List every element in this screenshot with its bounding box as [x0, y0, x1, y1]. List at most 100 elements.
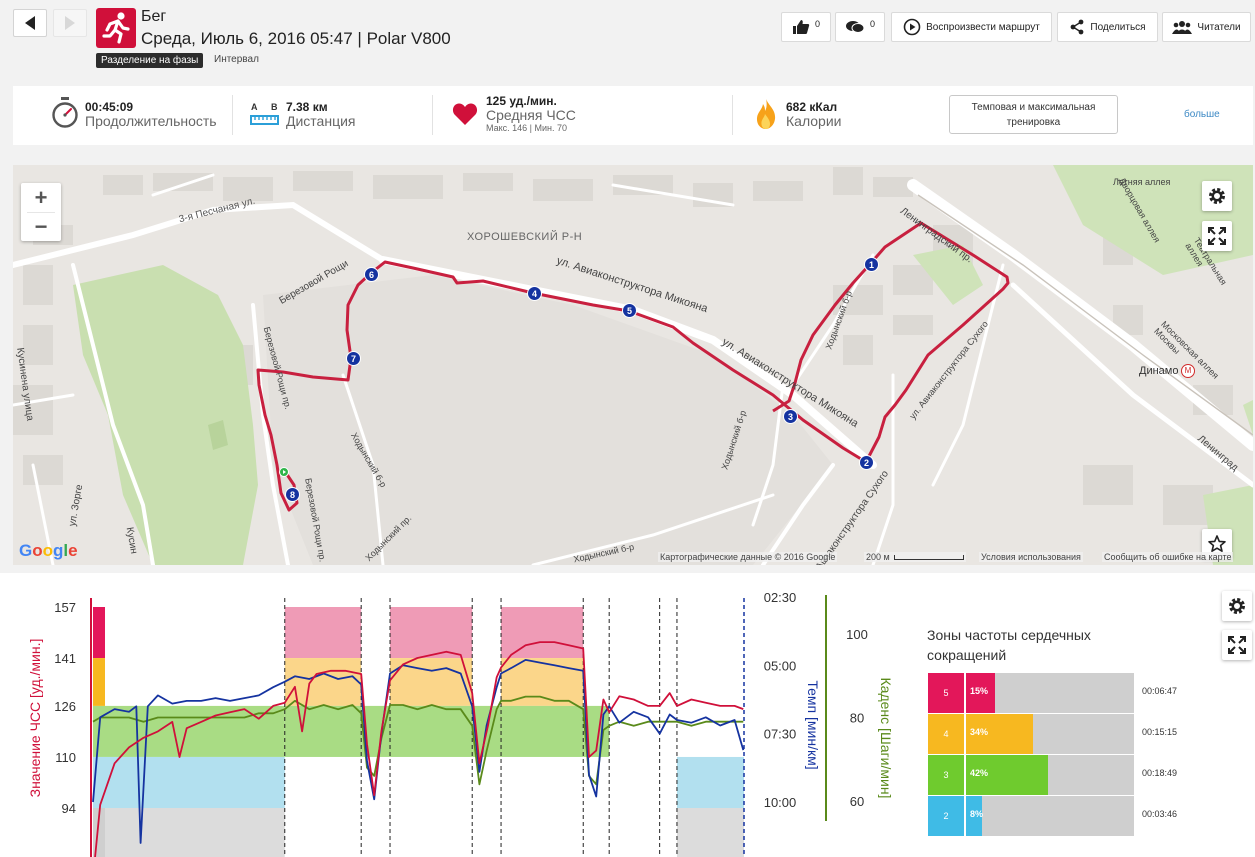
duration-value: 00:45:09 — [85, 100, 134, 114]
cadence-tick-label: 60 — [850, 794, 864, 809]
pace-tick-label: 05:00 — [764, 658, 797, 673]
lap-marker-7[interactable]: 7 — [346, 351, 361, 366]
cadence-tick-label: 80 — [850, 711, 864, 726]
lap-marker-8[interactable]: 8 — [285, 487, 300, 502]
pace-tick-label: 10:00 — [764, 795, 797, 810]
distance-start-marker: A — [251, 102, 258, 112]
hr-tick-label: 141 — [54, 651, 76, 666]
chart-fullscreen-button[interactable] — [1222, 630, 1252, 660]
comments-icon — [845, 21, 865, 33]
session-chart[interactable]: 157 141 126 110 94 02:30 05:00 07:30 10:00 100 80 6… — [0, 573, 920, 857]
map-fullscreen-button[interactable] — [1202, 221, 1232, 251]
district-label: ХОРОШЕВСКИЙ Р-Н — [467, 231, 583, 243]
play-icon — [903, 18, 921, 36]
comments-button[interactable]: 0 — [835, 12, 885, 42]
map-canvas — [13, 165, 1253, 565]
interval-2-zone-5 — [390, 607, 473, 659]
arrow-left-icon — [25, 16, 35, 30]
replay-label: Воспроизвести маршрут — [926, 21, 1040, 33]
route-map[interactable]: 3-я Песчаная ул. ХОРОШЕВСКИЙ Р-Н ул. Ави… — [13, 165, 1253, 565]
lap-marker-5[interactable]: 5 — [622, 303, 637, 318]
interval-3-zone-4 — [501, 658, 584, 706]
lap-marker-6[interactable]: 6 — [364, 267, 379, 282]
hr-axis-title: Значение ЧСС [уд./мин.] — [27, 639, 43, 798]
map-settings-button[interactable] — [1202, 181, 1232, 211]
interval-1-zone-5 — [284, 607, 362, 659]
heart-icon — [452, 103, 478, 125]
hr-tick-label: 126 — [54, 699, 76, 714]
start-flag-icon — [279, 467, 289, 477]
report-error-link[interactable]: Сообщить об ошибке на карте — [1102, 552, 1234, 562]
gear-icon — [1229, 598, 1245, 614]
star-icon — [1208, 535, 1226, 552]
separator — [232, 95, 233, 135]
forward-button[interactable] — [53, 9, 87, 37]
route-track — [256, 221, 1010, 512]
interval-3-zone-3 — [501, 705, 584, 757]
map-scale: 200 м — [864, 552, 966, 562]
zone-2-band — [93, 756, 285, 808]
header: Бег Среда, Июль 6, 2016 05:47 | Polar V8… — [0, 0, 1255, 78]
zone-1-band — [93, 808, 285, 857]
zone-time: 00:18:49 — [1142, 768, 1178, 778]
chart-settings-button[interactable] — [1222, 591, 1252, 621]
stopwatch-icon — [52, 97, 78, 128]
zone-number: 4 — [928, 714, 966, 754]
replay-route-button[interactable]: Воспроизвести маршрут — [891, 12, 1052, 42]
terms-link[interactable]: Условия использования — [979, 552, 1083, 562]
zone-5-sliver — [93, 607, 105, 659]
heart-rate-range: Макс. 146 | Мин. 70 — [486, 123, 568, 133]
zone-percent: 8% — [970, 809, 984, 819]
zone-number: 5 — [928, 673, 966, 713]
heart-rate-line — [94, 641, 744, 857]
heart-rate-value: 125 уд./мин. — [486, 94, 557, 108]
share-icon — [1070, 19, 1084, 35]
people-icon — [1172, 21, 1193, 34]
distance-value: 7.38 км — [286, 100, 328, 114]
zone-4-sliver — [93, 658, 105, 706]
pace-axis-title: Темп [мин/км] — [805, 680, 821, 769]
expand-icon — [1228, 636, 1246, 654]
interval-1-zone-3 — [284, 705, 362, 757]
zoom-control: + − — [21, 183, 61, 241]
duration-label: Продолжительность — [85, 113, 217, 129]
lap-marker-3[interactable]: 3 — [783, 409, 798, 424]
sport-name: Бег — [141, 8, 167, 25]
phase-badge: Разделение на фазы — [96, 53, 204, 68]
pace-line — [92, 659, 745, 844]
arrow-right-icon — [65, 16, 75, 30]
zone-number: 3 — [928, 755, 966, 795]
more-link[interactable]: больше — [1184, 109, 1220, 120]
map-attribution: Картографические данные © 2016 Google — [658, 552, 838, 562]
back-button[interactable] — [13, 9, 47, 37]
ruler-icon — [250, 115, 279, 125]
lap-marker-1[interactable]: 1 — [864, 257, 879, 272]
zoom-in-button[interactable]: + — [34, 184, 48, 210]
metro-station-label: Динамо — [1139, 365, 1179, 377]
share-label: Поделиться — [1090, 21, 1146, 33]
comments-count: 0 — [869, 19, 875, 29]
interval-3-zone-5 — [501, 607, 584, 659]
training-type-button[interactable]: Темповая и максимальная тренировка — [949, 95, 1118, 134]
zoom-out-button[interactable]: − — [34, 213, 48, 239]
flame-icon — [756, 99, 776, 129]
separator — [27, 212, 55, 213]
metro-icon: М — [1181, 364, 1195, 378]
hr-tick-label: 110 — [55, 750, 76, 765]
summary-bar: 00:45:09 Продолжительность A B 7.38 км Д… — [13, 86, 1253, 145]
cadence-axis-title: Каденс [Шаги/мин] — [878, 678, 894, 799]
running-icon — [96, 8, 136, 48]
thumbs-up-icon — [792, 20, 810, 34]
lap-marker-4[interactable]: 4 — [527, 286, 542, 301]
share-button[interactable]: Поделиться — [1057, 12, 1158, 42]
separator — [732, 95, 733, 135]
phase-name[interactable]: Интервал — [214, 54, 259, 65]
followers-button[interactable]: Читатели — [1162, 12, 1251, 42]
zone-percent: 15% — [970, 686, 989, 696]
calories-label: Калории — [786, 113, 842, 129]
like-button[interactable]: 0 — [781, 12, 831, 42]
lap-marker-2[interactable]: 2 — [859, 455, 874, 470]
zone-time: 00:06:47 — [1142, 686, 1178, 696]
street-label: Летняя аллея — [1113, 177, 1171, 187]
